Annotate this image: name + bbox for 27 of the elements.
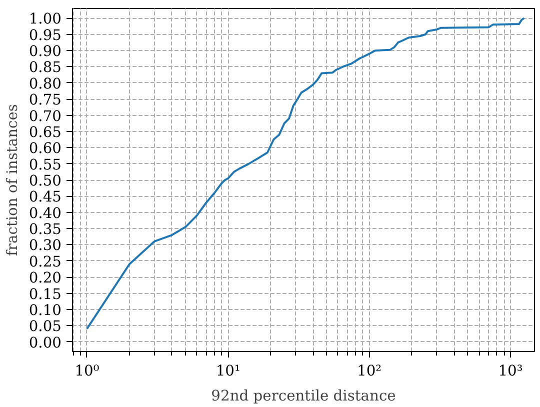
x-tick-label: 10³	[498, 362, 523, 380]
y-tick-label: 0.00	[28, 334, 62, 352]
y-tick-label: 0.85	[28, 59, 62, 76]
y-tick-label: 0.95	[28, 26, 62, 44]
y-tick-label: 0.25	[28, 253, 62, 270]
y-tick-label: 0.55	[28, 156, 62, 174]
y-tick-label: 0.70	[28, 108, 62, 125]
y-tick-label: 0.10	[28, 302, 62, 319]
y-tick-label: 0.30	[28, 237, 62, 254]
y-axis-title: fraction of instances	[4, 104, 21, 256]
y-tick-label: 0.05	[28, 318, 62, 336]
x-tick-label: 10²	[357, 362, 382, 380]
y-tick-label: 0.50	[28, 172, 62, 190]
x-tick-label: 10¹	[216, 362, 240, 380]
x-tick-label: 10⁰	[74, 362, 100, 380]
y-tick-label: 0.45	[28, 188, 62, 206]
x-axis-title: 92nd percentile distance	[211, 388, 396, 404]
y-tick-label: 0.20	[28, 270, 62, 287]
y-tick-label: 1.00	[28, 10, 62, 28]
y-tick-label: 0.65	[28, 124, 62, 141]
y-tick-label: 0.35	[28, 221, 62, 238]
y-tick-label: 0.15	[28, 286, 62, 303]
y-tick-label: 0.80	[28, 75, 62, 92]
y-tick-label: 0.90	[28, 43, 62, 60]
y-tick-label: 0.75	[28, 92, 62, 109]
y-tick-label: 0.40	[28, 204, 62, 222]
y-tick-label: 0.60	[28, 140, 62, 158]
